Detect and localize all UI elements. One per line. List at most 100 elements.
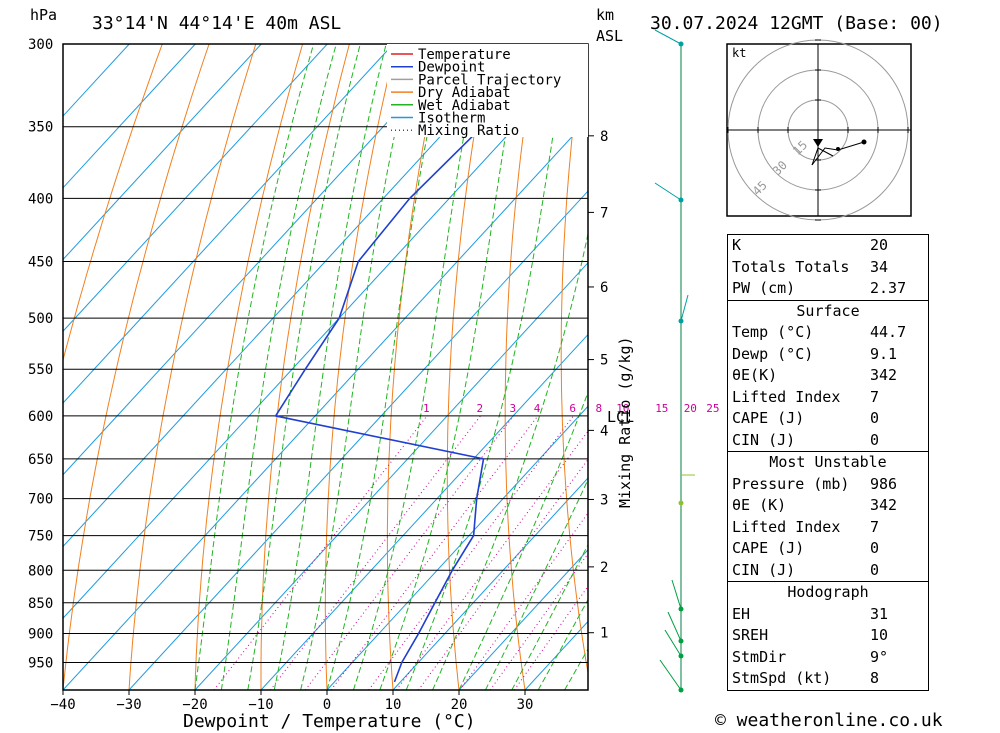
km-tick-label: 6 <box>600 280 608 296</box>
isotherm-line <box>63 44 328 333</box>
index-label: EH <box>732 604 751 623</box>
legend-label: Dewpoint <box>418 60 485 76</box>
index-label: StmSpd (kt) <box>732 669 832 687</box>
wind-barb <box>659 659 682 691</box>
wet-adiabat-line <box>484 478 588 690</box>
km-tick-label: 1 <box>600 626 608 642</box>
x-axis-label: Dewpoint / Temperature (°C) <box>183 711 476 732</box>
datetime-title: 30.07.2024 12GMT (Base: 00) <box>650 13 943 34</box>
mixing-ratio-labels: 1 2 3 4 6 8 10 15 20 25 <box>423 402 720 415</box>
index-value: 7 <box>870 387 880 406</box>
dry-adiabat-line <box>324 44 397 690</box>
mixing-ratio-label: 6 <box>569 402 576 415</box>
isotherm-line <box>260 333 588 690</box>
index-value: 20 <box>870 236 889 254</box>
km-tick-label: 2 <box>600 560 608 576</box>
isotherm-line <box>63 44 394 404</box>
wet-adiabat-line <box>194 44 315 690</box>
isotherm-line <box>194 262 588 690</box>
x-tick-label: 30 <box>517 697 534 713</box>
index-row: StmDir 9° <box>728 647 928 669</box>
dry-adiabat-line <box>446 44 491 690</box>
legend-label: Mixing Ratio <box>418 123 519 139</box>
surface-title: Surface <box>796 301 860 320</box>
index-value: 0 <box>870 539 880 557</box>
pressure-tick-label: 500 <box>28 311 53 327</box>
index-row: K 20 <box>728 235 928 257</box>
wind-profile <box>654 29 695 693</box>
hpa-label: hPa <box>30 6 57 24</box>
mixing-ratio-line <box>395 430 588 690</box>
km-label: km <box>596 6 614 24</box>
x-tick-label: −10 <box>248 697 273 713</box>
dry-adiabat-line <box>504 44 538 690</box>
wet-adiabat-line <box>247 44 361 690</box>
index-row: Temp (°C) 44.7 <box>728 322 928 344</box>
dry-adiabat-line <box>956 26 1000 690</box>
index-value: 34 <box>870 257 889 276</box>
pressure-tick-label: 800 <box>28 563 53 579</box>
km-tick-label: 7 <box>600 205 608 221</box>
x-tick-label: 10 <box>385 697 402 713</box>
dry-adiabat-line <box>668 26 723 690</box>
hodograph-params-title: Hodograph <box>787 583 869 601</box>
hodograph-point <box>836 147 840 151</box>
pressure-axis: 300 350 400 450 500 550 600 650 700 750 800 850 900 9… <box>28 37 53 671</box>
isotherm-line <box>128 190 588 690</box>
index-row: CIN (J) 0 <box>728 430 928 452</box>
dry-adiabat-line <box>260 44 350 690</box>
isotherm-line <box>63 44 196 189</box>
index-row: SREH 10 <box>728 625 928 647</box>
km-tick-label: 8 <box>600 129 608 145</box>
mixing-ratio-label: 25 <box>706 402 719 415</box>
wet-adiabat-line <box>537 598 588 690</box>
series-layer <box>274 44 586 683</box>
dry-adiabat-line <box>63 44 210 690</box>
wet-adiabat-line <box>326 44 447 690</box>
pressure-tick-label: 650 <box>28 452 53 468</box>
dry-adiabat-line <box>194 44 304 690</box>
wet-adiabat-line <box>300 44 415 690</box>
pressure-tick-label: 600 <box>28 409 53 425</box>
wet-adiabat-line <box>220 44 337 690</box>
index-value: 8 <box>870 669 880 687</box>
location-title: 33°14'N 44°14'E 40m ASL <box>92 13 341 34</box>
wind-barb <box>654 182 682 201</box>
copyright-footer: © weatheronline.co.uk <box>715 710 943 731</box>
index-label: Totals Totals <box>732 257 850 276</box>
mixing-ratio-label: 8 <box>596 402 603 415</box>
isotherm-line <box>63 44 130 117</box>
index-label: Lifted Index <box>732 387 841 406</box>
asl-label: ASL <box>596 27 623 45</box>
index-value: 2.37 <box>870 279 907 297</box>
legend-label: Parcel Trajectory <box>418 72 561 88</box>
index-label: θE(K) <box>732 366 778 384</box>
wet-adiabat-line <box>405 44 569 690</box>
index-label: CIN (J) <box>732 430 796 449</box>
index-value: 986 <box>870 474 898 493</box>
km-tick-label: 5 <box>600 353 608 369</box>
lcl-label: LCL <box>607 408 634 426</box>
mixing-ratio-axis-label: Mixing Ratio (g/kg) <box>616 336 634 508</box>
index-label: CIN (J) <box>732 560 796 579</box>
legend-label: Temperature <box>418 47 511 63</box>
wind-level-dot <box>678 500 684 506</box>
dry-adiabat-line <box>63 44 163 363</box>
legend-label: Isotherm <box>418 111 485 127</box>
pressure-tick-label: 900 <box>28 626 53 642</box>
index-row: Pressure (mb) 986 <box>728 474 928 496</box>
plot-frame <box>62 43 589 691</box>
index-label: Dewp (°C) <box>732 344 814 363</box>
x-tick-label: −40 <box>50 697 75 713</box>
index-row: EH 31 <box>728 604 928 626</box>
pressure-tick-label: 400 <box>28 191 53 207</box>
index-value: 342 <box>870 366 898 384</box>
hodograph-point <box>861 139 867 145</box>
temperature-axis: −40 −30 −20 −10 0 10 20 30 <box>50 690 533 713</box>
wind-barb <box>654 29 682 45</box>
index-value: 0 <box>870 560 880 579</box>
most-unstable-title: Most Unstable <box>769 453 887 471</box>
